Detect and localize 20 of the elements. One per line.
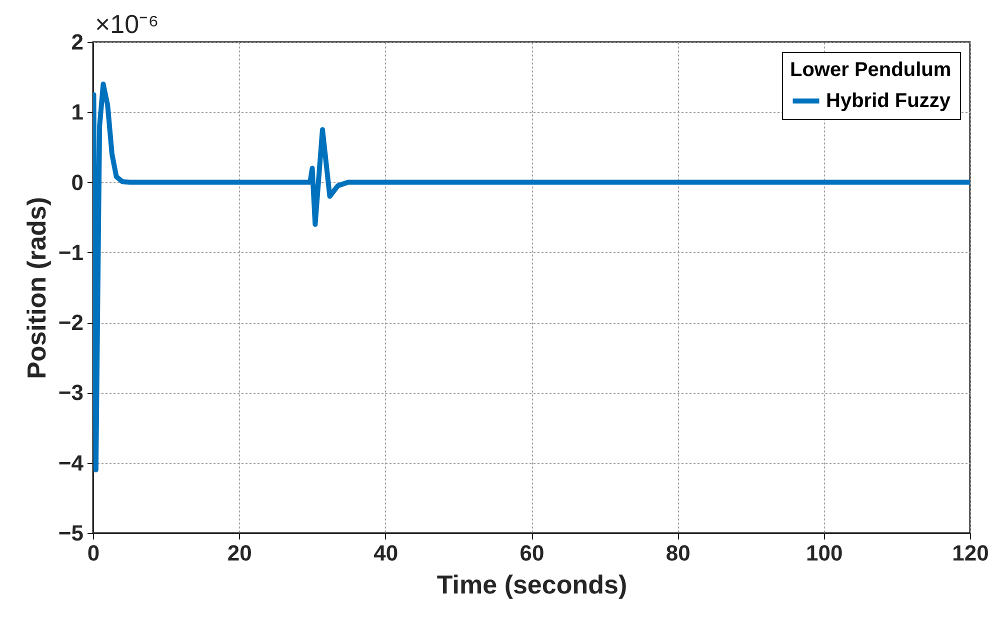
y-tick-label: −2 [58,310,84,336]
x-tick-label: 40 [374,540,398,566]
x-tick-label: 0 [87,540,100,566]
legend-title: Lower Pendulum [790,59,952,81]
y-tick-label: 0 [71,170,84,195]
y-tick-label: −1 [58,240,84,265]
y-tick-label: 1 [71,100,84,125]
x-tick-label: 80 [666,540,690,566]
x-tick-label: 20 [227,540,252,566]
x-tick-label: 100 [806,540,843,566]
y-tick-label: 2 [71,30,84,54]
text: ×10⁻⁶ [95,9,159,39]
x-axis-title: Time (seconds) [436,570,628,600]
legend-label: Hybrid Fuzzy [826,90,952,112]
x-tick-label: 120 [952,540,989,566]
y-tick-label: −4 [58,450,84,476]
x-tick-label: 60 [520,540,544,566]
y-axis-title: Position (rads) [21,196,52,380]
y-tick-label: −3 [58,380,84,406]
y-tick-label: −5 [58,520,84,546]
